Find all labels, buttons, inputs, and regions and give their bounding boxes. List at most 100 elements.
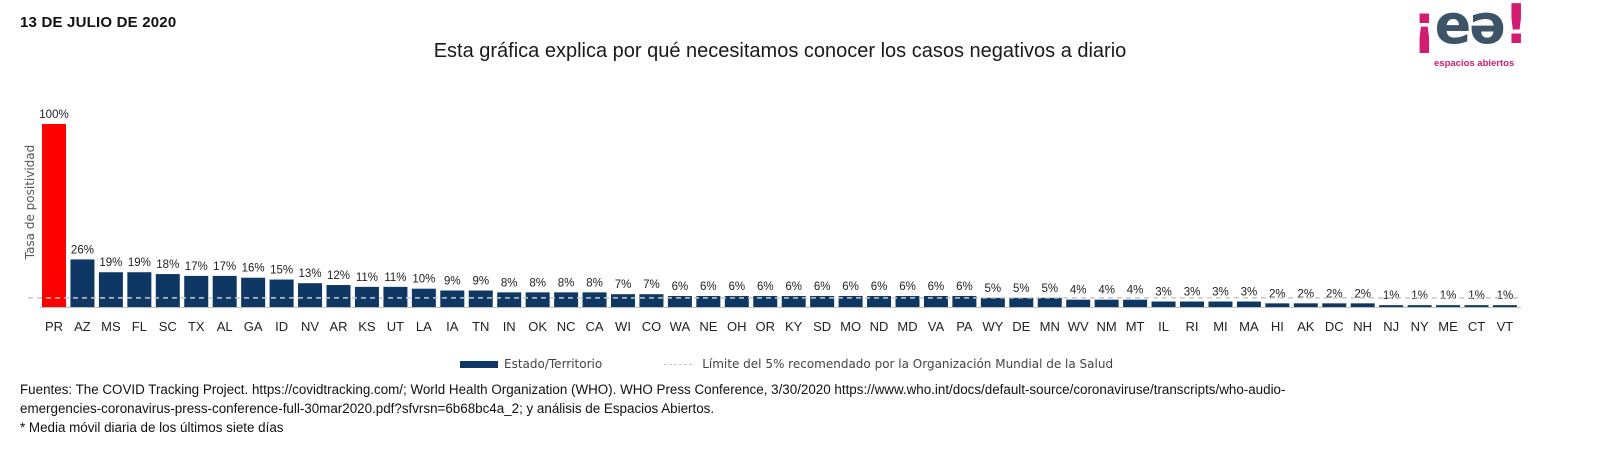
espacios-abiertos-logo: ¡eə! espacios abiertos <box>1412 0 1572 75</box>
bar-tx <box>184 275 209 307</box>
value-label: 2% <box>1326 288 1343 300</box>
bar-al <box>212 275 237 307</box>
x-tick-label: DC <box>1325 319 1344 334</box>
bar-dc <box>1322 303 1347 307</box>
x-tick-label: NM <box>1097 319 1117 334</box>
x-tick-label: OK <box>528 319 547 334</box>
bar-nj <box>1379 305 1404 307</box>
x-tick-label: TX <box>188 319 205 334</box>
value-label: 26% <box>71 244 94 256</box>
x-tick-label: KY <box>785 319 803 334</box>
x-tick-label: DE <box>1012 319 1030 334</box>
bar-pr <box>42 124 66 307</box>
bar-co <box>639 294 664 307</box>
bar-de <box>1009 297 1034 307</box>
footnote-moving-average: * Media móvil diaria de los últimos siet… <box>20 420 284 435</box>
x-tick-label: ME <box>1438 319 1458 334</box>
value-label: 3% <box>1184 287 1201 299</box>
x-tick-label: MS <box>101 319 121 334</box>
value-label: 6% <box>956 281 973 293</box>
x-tick-label: AZ <box>74 319 91 334</box>
logo-mark-part: ¡ <box>1412 0 1437 56</box>
value-label: 12% <box>327 270 350 282</box>
bar-ga <box>241 277 266 307</box>
value-label: 6% <box>842 281 859 293</box>
legend-bar-swatch <box>460 360 498 368</box>
value-label: 4% <box>1098 285 1115 297</box>
bar-ak <box>1293 303 1318 307</box>
value-label: 16% <box>242 263 265 275</box>
value-label: 1% <box>1440 290 1457 302</box>
bar-ne <box>696 296 721 307</box>
value-label: 6% <box>899 281 916 293</box>
x-tick-label: SC <box>159 319 177 334</box>
bar-ms <box>98 272 123 307</box>
logo-mark-part: ! <box>1503 0 1529 56</box>
bar-ny <box>1407 305 1432 307</box>
x-tick-label: GA <box>244 319 263 334</box>
bar-il <box>1151 301 1176 307</box>
bar-nd <box>867 296 892 307</box>
x-tick-label: ID <box>275 319 288 334</box>
value-label: 7% <box>615 279 632 291</box>
value-label: 11% <box>384 272 406 284</box>
positivity-bar-chart: 100% 26% 19% 19% 18% 17% 17% 16% 15% 13% 12% 11% 11%… <box>23 109 1521 334</box>
x-tick-label: CO <box>642 319 662 334</box>
value-label: 19% <box>128 257 151 269</box>
value-label: 1% <box>1383 290 1400 302</box>
x-tick-label: MT <box>1126 319 1145 334</box>
x-tick-label: UT <box>387 319 404 334</box>
legend-series-label: Estado/Territorio <box>504 357 603 371</box>
x-tick-label: MI <box>1213 319 1227 334</box>
bar-mi <box>1208 301 1233 307</box>
x-tick-label: IL <box>1158 319 1169 334</box>
x-tick-label: CA <box>586 319 604 334</box>
value-label: 8% <box>558 277 575 289</box>
x-tick-label: VT <box>1497 319 1514 334</box>
x-tick-label: FL <box>132 319 147 334</box>
value-label: 100% <box>39 109 68 121</box>
bar-id <box>269 279 294 307</box>
value-label: 6% <box>814 281 831 293</box>
x-tick-label: SD <box>813 319 831 334</box>
logo-mark-part: ə <box>1469 0 1506 56</box>
x-tick-label: PR <box>45 319 63 334</box>
chart-date: 13 DE JULIO DE 2020 <box>20 14 177 31</box>
value-label: 4% <box>1070 285 1087 297</box>
value-label: 9% <box>444 276 461 288</box>
x-tick-label: TN <box>472 319 489 334</box>
legend-threshold-label: Límite del 5% recomendado por la Organiz… <box>702 357 1114 371</box>
bar-pa <box>952 296 977 307</box>
x-tick-label: MN <box>1040 319 1060 334</box>
bar-ca <box>582 292 607 307</box>
x-tick-label: NJ <box>1383 319 1399 334</box>
bar-ut <box>383 286 408 307</box>
x-tick-label: PA <box>956 319 973 334</box>
x-tick-label: WA <box>670 319 691 334</box>
value-label: 18% <box>156 259 179 271</box>
chart-legend: Estado/Territorio Límite del 5% recomend… <box>460 356 1113 372</box>
x-tick-label: RI <box>1186 319 1199 334</box>
bar-sd <box>810 296 835 307</box>
bar-wa <box>667 296 692 307</box>
bar-hi <box>1265 303 1290 307</box>
logo-tagline: espacios abiertos <box>1434 58 1515 69</box>
value-label: 1% <box>1411 290 1428 302</box>
x-tick-label: VA <box>928 319 945 334</box>
bar-la <box>411 288 436 307</box>
x-tick-label: NY <box>1411 319 1429 334</box>
bar-mo <box>838 296 863 307</box>
bar-mn <box>1037 297 1062 307</box>
bar-nh <box>1350 303 1375 307</box>
x-tick-label: OH <box>727 319 747 334</box>
bar-wi <box>611 294 635 307</box>
value-label: 8% <box>586 277 603 289</box>
x-tick-label: KS <box>358 319 376 334</box>
bar-in <box>497 292 522 307</box>
bar-nv <box>298 283 323 307</box>
bar-fl <box>127 272 152 307</box>
bar-ia <box>440 290 465 307</box>
x-tick-label: WV <box>1068 319 1089 334</box>
sources-line: emergencies-coronavirus-press-conference… <box>20 401 715 416</box>
bar-ct <box>1464 305 1489 307</box>
